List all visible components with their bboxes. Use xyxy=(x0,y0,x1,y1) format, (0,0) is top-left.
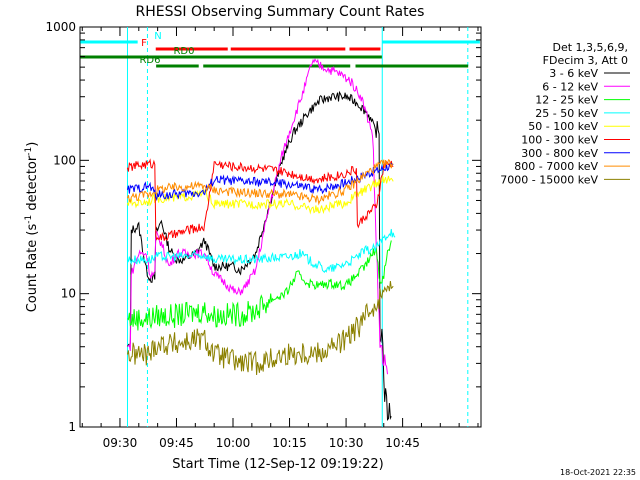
y-axis-label-end: ) xyxy=(25,142,40,147)
legend-label-3: 25 - 50 keV xyxy=(535,107,598,120)
series-line-5 xyxy=(127,158,394,241)
legend-label-6: 300 - 800 keV xyxy=(521,147,598,160)
y-axis-label-rest: detector xyxy=(25,155,40,215)
x-tick-label-5: 10:45 xyxy=(385,436,420,450)
series-line-6 xyxy=(127,162,394,202)
legend-label-0: 3 - 6 keV xyxy=(549,67,598,80)
series-line-3 xyxy=(127,228,396,273)
y-tick-label-1: 10 xyxy=(61,287,76,301)
legend-label-1: 6 - 12 keV xyxy=(542,80,598,93)
flag-bars: NF RD0 RD6 xyxy=(80,31,480,68)
x-tick-label-4: 10:30 xyxy=(329,436,364,450)
x-tick-label-2: 10:00 xyxy=(216,436,251,450)
y-axis-label-main: Count Rate (s xyxy=(25,224,40,313)
legend-label-2: 12 - 25 keV xyxy=(535,94,598,107)
plot-frame xyxy=(79,26,482,428)
y-tick-label-3: 1000 xyxy=(45,20,76,34)
y-axis-ticks: 1 10 100 1000 xyxy=(45,20,481,434)
y-tick-label-2: 100 xyxy=(53,153,76,167)
legend: Det 1,3,5,6,9,FDecim 3, Att 03 - 6 keV6 … xyxy=(500,41,630,186)
legend-label-4: 50 - 100 keV xyxy=(528,120,598,133)
flag-label-n: N xyxy=(154,31,161,42)
chart-title: RHESSI Observing Summary Count Rates xyxy=(136,4,425,20)
y-axis-label-sup2: -1 xyxy=(24,147,34,156)
y-axis-label-sup: -1 xyxy=(24,215,34,224)
flag-label-rd0: RD0 xyxy=(173,46,194,57)
series-line-8 xyxy=(127,280,394,376)
legend-label-8: 7000 - 15000 keV xyxy=(500,173,598,186)
x-tick-label-3: 10:15 xyxy=(272,436,307,450)
x-axis-label: Start Time (12-Sep-12 09:19:22) xyxy=(172,457,383,472)
x-tick-label-1: 09:45 xyxy=(159,436,194,450)
x-tick-label-0: 09:30 xyxy=(103,436,138,450)
flag-label-rd6: RD6 xyxy=(139,55,160,66)
flag-label-f: F xyxy=(141,38,147,49)
legend-label-7: 800 - 7000 keV xyxy=(514,160,598,173)
y-tick-label-0: 1 xyxy=(68,420,76,434)
legend-label-5: 100 - 300 keV xyxy=(521,134,598,147)
series-line-7 xyxy=(127,159,394,206)
x-axis-ticks: 09:30 09:45 10:00 10:15 10:30 10:45 xyxy=(81,27,479,450)
y-axis-label: Count Rate (s-1 detector-1) xyxy=(24,142,40,313)
vertical-markers xyxy=(126,27,469,427)
series-lines xyxy=(127,58,396,422)
legend-header-1: FDecim 3, Att 0 xyxy=(543,54,628,67)
series-line-0 xyxy=(127,90,392,422)
footer-timestamp: 18-Oct-2021 22:35 xyxy=(560,468,636,477)
legend-header-0: Det 1,3,5,6,9, xyxy=(552,41,628,54)
series-line-2 xyxy=(127,240,392,331)
